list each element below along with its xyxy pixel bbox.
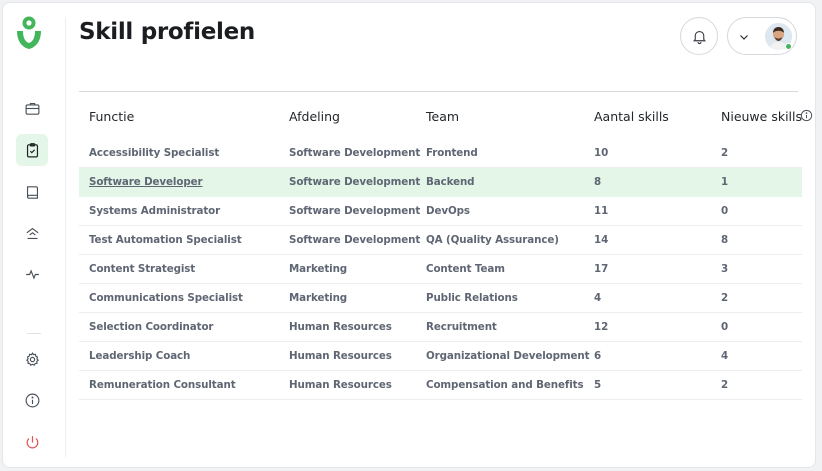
sidebar-item-skill-profiles[interactable] (16, 134, 48, 166)
chevron-down-icon (740, 35, 748, 40)
cell-nieuwe-skills: 0 (721, 321, 729, 333)
cell-afdeling: Human Resources (289, 379, 392, 391)
gear-icon (25, 351, 39, 366)
sidebar-item-logout[interactable] (16, 426, 48, 458)
column-header-team[interactable]: Team (426, 109, 460, 124)
info-icon (25, 393, 39, 407)
table-row[interactable]: Leadership Coach Human Resources Organiz… (79, 342, 802, 371)
activity-icon (25, 268, 39, 280)
cell-functie: Systems Administrator (89, 205, 221, 217)
sidebar-item-vacancies[interactable] (16, 92, 48, 124)
cell-aantal-skills: 17 (594, 263, 609, 275)
user-menu-button[interactable] (727, 17, 797, 55)
table-row[interactable]: Systems Administrator Software Developme… (79, 197, 802, 226)
cell-afdeling: Software Development (289, 176, 421, 188)
cell-team: Content Team (426, 263, 505, 275)
cell-team: Organizational Development (426, 350, 590, 362)
column-header-nieuwe-skills[interactable]: Nieuwe skills (721, 109, 803, 124)
sidebar-item-activity[interactable] (16, 258, 48, 290)
cell-afdeling: Software Development (289, 205, 421, 217)
cell-functie: Accessibility Specialist (89, 147, 220, 159)
cell-team: Backend (426, 176, 475, 188)
cell-nieuwe-skills: 0 (721, 205, 729, 217)
cell-functie: Remuneration Consultant (89, 379, 236, 391)
table-row[interactable]: Remuneration Consultant Human Resources … (79, 371, 802, 400)
notifications-button[interactable] (680, 17, 718, 55)
cell-afdeling: Human Resources (289, 350, 392, 362)
cell-aantal-skills: 11 (594, 205, 609, 217)
cell-afdeling: Marketing (289, 263, 348, 275)
cell-aantal-skills: 12 (594, 321, 609, 333)
cell-aantal-skills: 14 (594, 234, 609, 246)
table-divider (79, 91, 798, 92)
app-window: Skill profielen Functie Afdeling Team Aa… (2, 2, 816, 468)
sidebar-item-settings[interactable] (16, 343, 48, 375)
online-status-dot (785, 43, 792, 50)
cell-nieuwe-skills: 2 (721, 147, 729, 159)
cell-nieuwe-skills: 4 (721, 350, 729, 362)
cell-team: Public Relations (426, 292, 518, 304)
cell-afdeling: Human Resources (289, 321, 392, 333)
cell-team: Frontend (426, 147, 478, 159)
cell-aantal-skills: 5 (594, 379, 602, 391)
table-row[interactable]: Test Automation Specialist Software Deve… (79, 226, 802, 255)
cell-aantal-skills: 4 (594, 292, 602, 304)
table-row[interactable]: Accessibility Specialist Software Develo… (79, 139, 802, 168)
cell-team: DevOps (426, 205, 470, 217)
cell-nieuwe-skills: 2 (721, 292, 729, 304)
column-header-aantal-skills[interactable]: Aantal skills (594, 109, 669, 124)
cell-aantal-skills: 6 (594, 350, 602, 362)
cell-functie: Content Strategist (89, 263, 196, 275)
table-row[interactable]: Software Developer Software Development … (79, 168, 802, 197)
cell-functie[interactable]: Software Developer (89, 176, 203, 188)
cell-nieuwe-skills: 2 (721, 379, 729, 391)
table-row[interactable]: Communications Specialist Marketing Publ… (79, 284, 802, 313)
cell-functie: Leadership Coach (89, 350, 191, 362)
sidebar-item-upload[interactable] (16, 217, 48, 249)
info-icon[interactable] (800, 109, 813, 122)
cell-afdeling: Software Development (289, 147, 421, 159)
book-icon (26, 185, 38, 199)
cell-nieuwe-skills: 3 (721, 263, 729, 275)
column-header-afdeling[interactable]: Afdeling (289, 109, 340, 124)
briefcase-icon (25, 102, 39, 115)
sidebar-item-library[interactable] (16, 176, 48, 208)
cell-functie: Selection Coordinator (89, 321, 214, 333)
column-header-functie[interactable]: Functie (89, 109, 135, 124)
page-title: Skill profielen (79, 19, 255, 45)
sidebar (3, 3, 66, 467)
logo-icon[interactable] (14, 15, 44, 51)
sidebar-separator (27, 333, 41, 334)
cell-afdeling: Marketing (289, 292, 348, 304)
bell-icon (692, 30, 706, 44)
upload-home-icon (25, 227, 39, 239)
clipboard-check-icon (26, 142, 38, 157)
cell-functie: Communications Specialist (89, 292, 243, 304)
cell-functie: Test Automation Specialist (89, 234, 242, 246)
cell-aantal-skills: 8 (594, 176, 602, 188)
cell-team: Compensation and Benefits (426, 379, 584, 391)
table-row[interactable]: Content Strategist Marketing Content Tea… (79, 255, 802, 284)
power-icon (26, 435, 38, 448)
table-row[interactable]: Selection Coordinator Human Resources Re… (79, 313, 802, 342)
cell-team: Recruitment (426, 321, 497, 333)
cell-nieuwe-skills: 8 (721, 234, 729, 246)
sidebar-divider (65, 17, 66, 457)
sidebar-item-info[interactable] (16, 384, 48, 416)
cell-nieuwe-skills: 1 (721, 176, 729, 188)
cell-team: QA (Quality Assurance) (426, 234, 559, 246)
cell-afdeling: Software Development (289, 234, 421, 246)
cell-aantal-skills: 10 (594, 147, 609, 159)
